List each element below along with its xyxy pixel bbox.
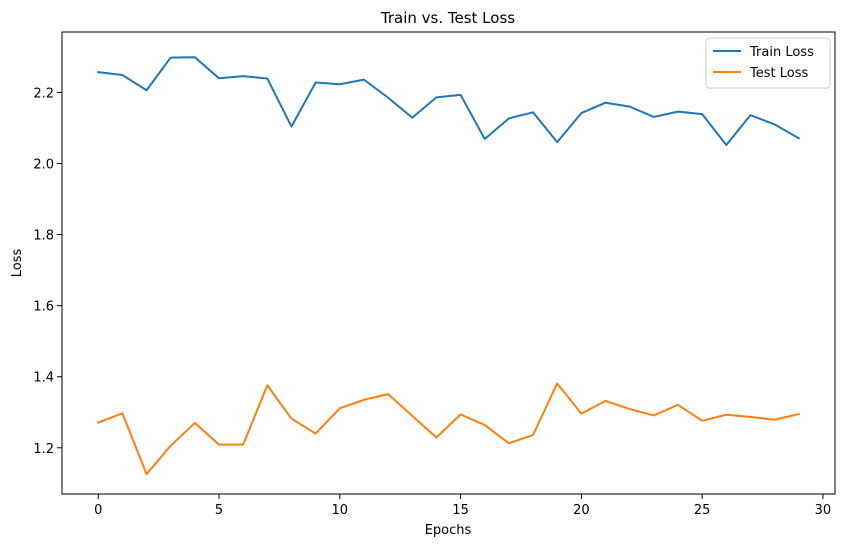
- x-axis-ticks: 0 5 10 15 20 25 30: [94, 494, 831, 518]
- plot-area: [61, 31, 836, 495]
- y-tick-label: 1.2: [33, 442, 54, 457]
- y-tick-label: 1.6: [33, 300, 54, 315]
- legend-label-test-loss: Test Loss: [749, 66, 808, 81]
- x-tick-label: 15: [452, 503, 469, 518]
- y-tick-label: 1.4: [33, 371, 54, 386]
- x-tick-label: 5: [215, 503, 223, 518]
- y-axis-ticks: 1.2 1.4 1.6 1.8 2.0 2.2: [33, 86, 62, 457]
- y-axis-label: Loss: [10, 249, 25, 278]
- series-lines: [96, 56, 801, 476]
- series-line-test-loss: [96, 382, 800, 476]
- x-tick-label: 20: [573, 503, 590, 518]
- legend: Train Loss Test Loss: [705, 37, 831, 89]
- x-tick-label: 0: [94, 503, 102, 518]
- legend-label-train-loss: Train Loss: [749, 45, 814, 60]
- x-tick-label: 10: [332, 503, 349, 518]
- chart-title: Train vs. Test Loss: [380, 9, 515, 27]
- y-tick-label: 2.2: [33, 86, 54, 101]
- x-tick-label: 30: [815, 503, 832, 518]
- y-tick-label: 1.8: [33, 229, 54, 244]
- x-axis-label: Epochs: [425, 523, 472, 538]
- series-line-train-loss: [97, 56, 801, 147]
- x-tick-label: 25: [694, 503, 711, 518]
- y-tick-label: 2.0: [33, 157, 54, 172]
